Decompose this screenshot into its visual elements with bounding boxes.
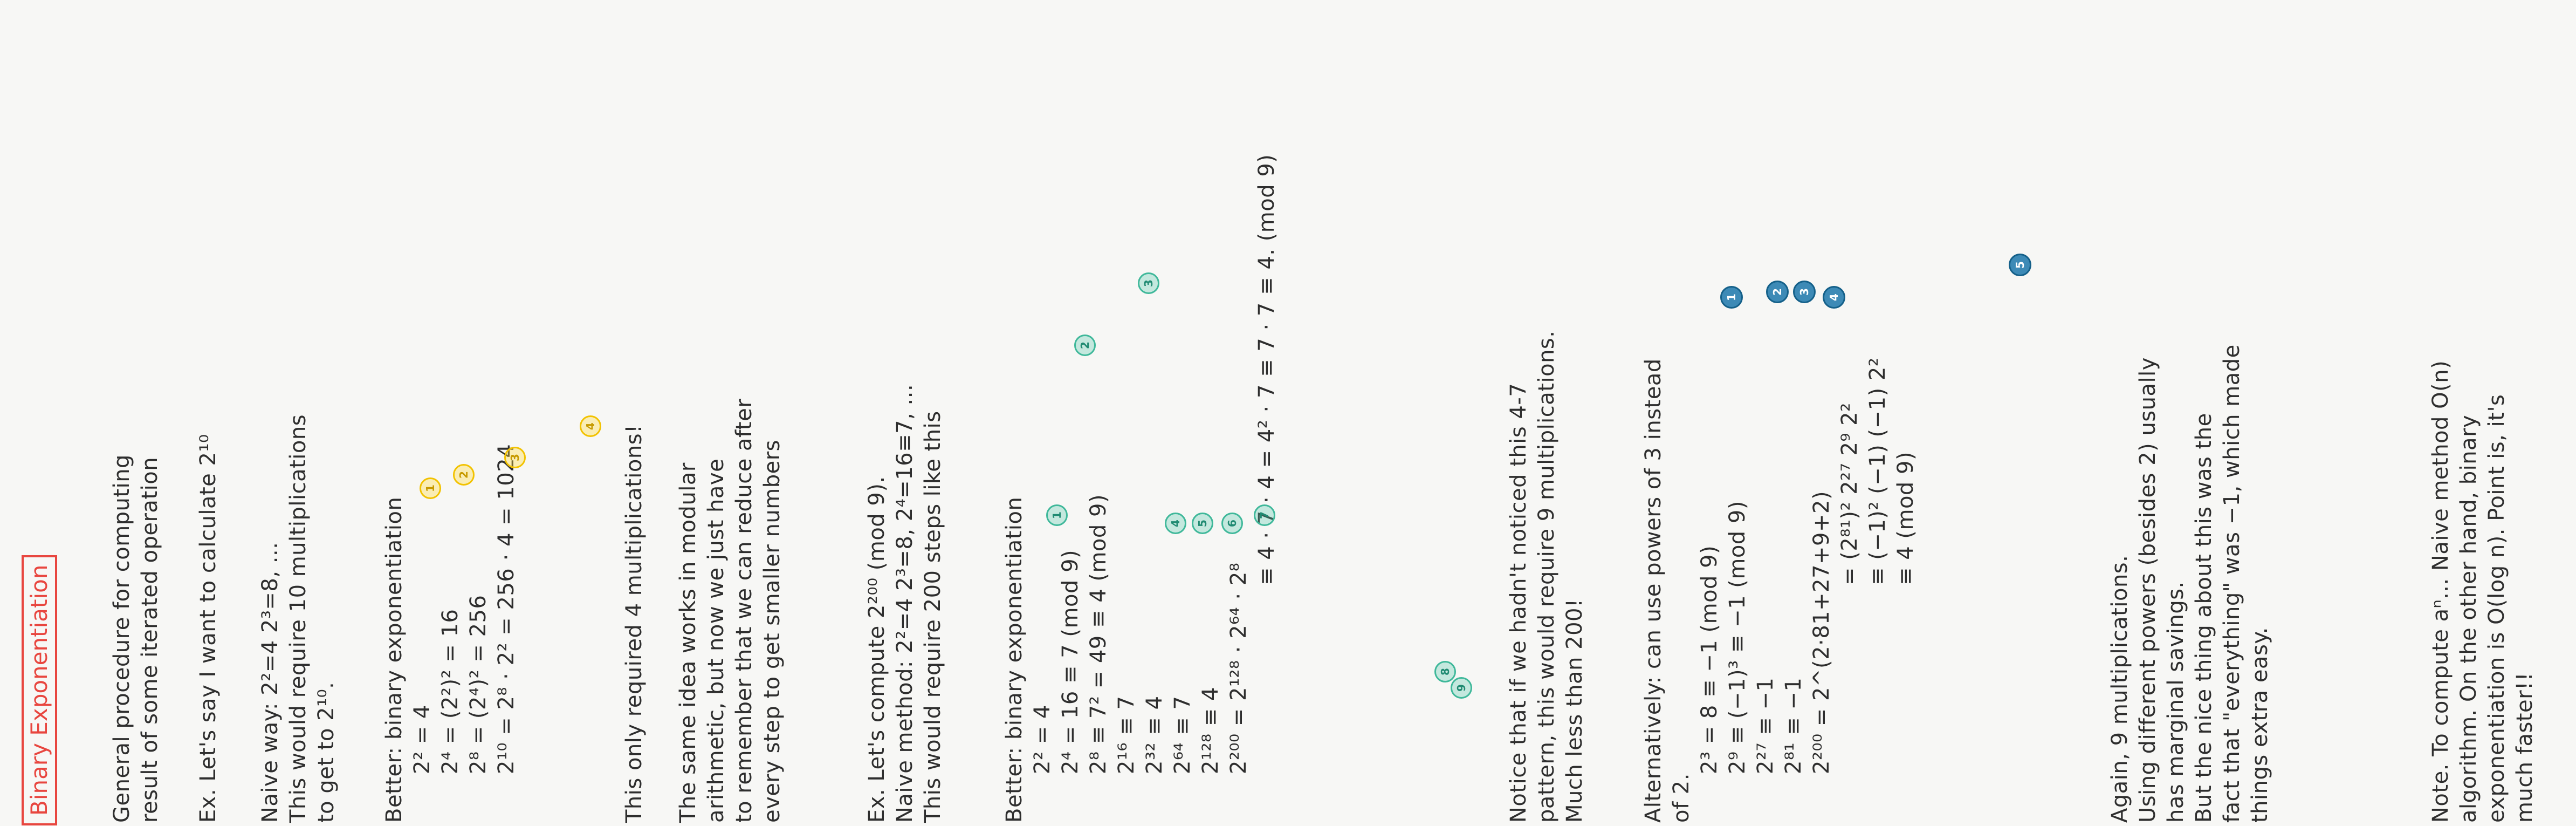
- notice-line: Notice that if we hadn't noticed this 4-…: [1506, 383, 1531, 823]
- equation-line: 2³² ≡ 4: [1142, 695, 1167, 774]
- alt-line: Alternatively: can use powers of 3 inste…: [1641, 358, 1666, 823]
- equation-line: 2⁸¹ ≡ −1: [1781, 677, 1806, 774]
- equation-line: 2³ = 8 ≡ −1 (mod 9): [1697, 545, 1722, 774]
- step-marker-icon: 1: [1720, 286, 1743, 309]
- alternative-method: Alternatively: can use powers of 3 inste…: [1639, 358, 1920, 823]
- step-marker-icon: 2: [1074, 335, 1096, 356]
- equation-line: 2⁴ = 16 ≡ 7 (mod 9): [1058, 549, 1083, 774]
- modular-line: to remember that we can reduce after: [732, 398, 757, 823]
- step-marker-icon: 3: [504, 447, 526, 468]
- equation-line: 2²⁰⁰ = 2^(2·81+27+9+2): [1809, 490, 1834, 774]
- better-heading: Better: binary exponentiation: [382, 496, 407, 823]
- binary-exp-example-2: Better: binary exponentiation 2² = 4 2⁴ …: [1000, 154, 1281, 823]
- step-marker-icon: 4: [1165, 513, 1186, 534]
- equation-line: 2² = 4: [410, 705, 435, 774]
- again-line: But the nice thing about this was the: [2192, 413, 2216, 823]
- equation-line: 2² = 4: [1030, 705, 1055, 774]
- again-line: fact that "everything" was −1, which mad…: [2220, 344, 2244, 823]
- note-line: algorithm. On the other hand, binary: [2456, 414, 2481, 823]
- example-line: Ex. Let's say I want to calculate 2¹⁰: [196, 434, 221, 823]
- modular-text: The same idea works in modular arithmeti…: [674, 399, 786, 823]
- example-line: This would require 200 steps like this: [921, 411, 945, 823]
- step-marker-icon: 1: [420, 477, 441, 499]
- note-line: much faster!!: [2512, 672, 2537, 823]
- again-line: has marginal savings.: [2163, 581, 2188, 823]
- example-2-text: Ex. Let's compute 2²⁰⁰ (mod 9). Naive me…: [863, 384, 947, 823]
- equation-line: 2²⁷ ≡ −1: [1753, 677, 1778, 774]
- intro-line: result of some iterated operation: [138, 456, 162, 823]
- notice-line: Much less than 200!: [1562, 598, 1587, 823]
- page-title: Binary Exponentiation: [22, 555, 57, 825]
- example-1-heading: Ex. Let's say I want to calculate 2¹⁰: [194, 434, 222, 823]
- equation-line: ≡ (−1)² (−1) (−1) 2²: [1865, 357, 1890, 585]
- intro-text: General procedure for computing result o…: [108, 454, 164, 823]
- note-line: Note. To compute aⁿ... Naive method O(n): [2428, 360, 2453, 823]
- equation-line: ≡ 4 (mod 9): [1893, 451, 1918, 585]
- equation-line: 2⁶⁴ ≡ 7: [1170, 695, 1195, 774]
- naive-way-text: Naive way: 2²=4 2³=8, ... This would req…: [256, 414, 340, 823]
- note-line: exponentiation is O(log n). Point is, it…: [2484, 394, 2509, 823]
- step-marker-icon: 2: [1766, 281, 1789, 303]
- intro-line: General procedure for computing: [109, 454, 134, 823]
- notice-line: pattern, this would require 9 multiplica…: [1534, 330, 1559, 823]
- step-marker-icon: 9: [1451, 677, 1472, 699]
- modular-line: The same idea works in modular: [676, 462, 700, 823]
- note-line: This only required 4 multiplications!: [622, 424, 647, 823]
- step-marker-icon: 5: [2009, 254, 2031, 276]
- equation-line: = (2⁸¹)² 2²⁷ 2⁹ 2²: [1837, 402, 1862, 585]
- equation-line: 2²⁰⁰ = 2¹²⁸ · 2⁶⁴ · 2⁸: [1226, 562, 1251, 774]
- equation-line: 2⁴ = (2²)² = 16: [438, 609, 463, 774]
- step-marker-icon: 1: [1046, 504, 1068, 526]
- complexity-note: Note. To compute aⁿ... Naive method O(n)…: [2427, 360, 2539, 823]
- equation-line: 2⁸ = (2⁴)² = 256: [466, 595, 491, 774]
- binary-exp-example-1: Better: binary exponentiation 2² = 4 2⁴ …: [380, 444, 520, 823]
- step-marker-icon: 5: [1192, 513, 1213, 534]
- step-marker-icon: 2: [453, 464, 475, 486]
- equation-line: 2¹⁰ = 2⁸ · 2² = 256 · 4 = 1024: [494, 443, 519, 774]
- alt-line: of 2.: [1669, 773, 1694, 823]
- step-marker-icon: 8: [1434, 661, 1456, 682]
- notice-text: Notice that if we hadn't noticed this 4-…: [1505, 331, 1589, 823]
- better-heading: Better: binary exponentiation: [1002, 496, 1027, 823]
- only-4-note: This only required 4 multiplications!: [620, 424, 648, 823]
- equation-line: 2¹⁶ ≡ 7: [1114, 695, 1139, 774]
- naive-line: Naive way: 2²=4 2³=8, ...: [258, 542, 283, 823]
- equation-line: 2⁹ ≡ (−1)³ ≡ −1 (mod 9): [1725, 501, 1750, 774]
- again-line: Again, 9 multiplications.: [2107, 555, 2132, 823]
- naive-line: This would require 10 multiplications: [286, 414, 311, 823]
- equation-line: 2¹²⁸ ≡ 4: [1198, 687, 1223, 774]
- again-line: things extra easy.: [2248, 626, 2272, 823]
- equation-line: 2⁸ ≡ 7² = 49 ≡ 4 (mod 9): [1086, 494, 1111, 774]
- step-marker-icon: 3: [1793, 281, 1816, 303]
- again-line: Using different powers (besides 2) usual…: [2135, 357, 2160, 823]
- step-marker-icon: 6: [1221, 513, 1243, 534]
- step-marker-icon: 4: [580, 415, 601, 437]
- step-marker-icon: 3: [1138, 272, 1159, 294]
- naive-line: to get to 2¹⁰.: [314, 681, 339, 823]
- example-line: Ex. Let's compute 2²⁰⁰ (mod 9).: [864, 476, 889, 823]
- again-text: Again, 9 multiplications. Using differen…: [2106, 344, 2274, 823]
- step-marker-icon: 7: [1254, 504, 1275, 526]
- equation-line: ≡ 4 · 7 · 4 = 4² · 7 ≡ 7 · 7 ≡ 4. (mod 9…: [1254, 154, 1279, 585]
- step-marker-icon: 4: [1823, 286, 1845, 309]
- modular-line: every step to get smaller numbers: [760, 440, 785, 823]
- modular-line: arithmetic, but now we just have: [704, 458, 729, 823]
- example-line: Naive method: 2²=4 2³=8, 2⁴=16≡7, ...: [892, 384, 917, 823]
